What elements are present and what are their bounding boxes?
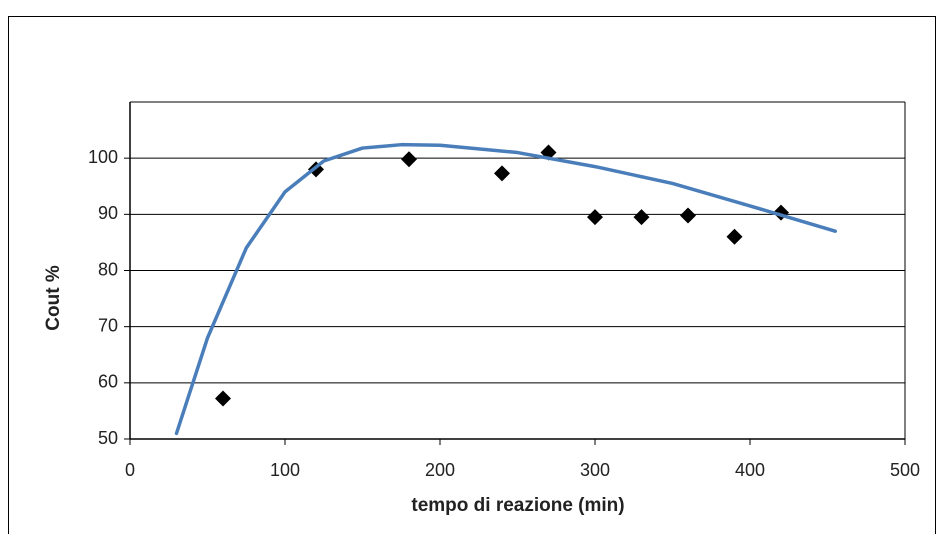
x-tick-label: 300 (580, 460, 610, 480)
y-tick-label: 80 (98, 259, 118, 279)
x-tick-label: 100 (270, 460, 300, 480)
chart-border (8, 16, 936, 534)
y-tick-label: 90 (98, 203, 118, 223)
y-axis-title: Cout % (43, 265, 64, 331)
data-point (587, 209, 603, 226)
data-point (494, 165, 510, 182)
x-axis-title: tempo di reazione (min) (411, 495, 624, 516)
y-tick-label: 60 (98, 372, 118, 392)
x-tick-label: 0 (125, 460, 135, 480)
data-point (633, 209, 650, 226)
data-point (215, 390, 231, 407)
y-tick-label: 100 (88, 147, 118, 167)
y-tick-label: 50 (98, 428, 118, 448)
data-point (726, 228, 743, 245)
data-point (401, 151, 417, 168)
y-tick-label: 70 (98, 315, 118, 335)
x-tick-label: 400 (735, 460, 765, 480)
x-tick-label: 200 (425, 460, 455, 480)
data-point (680, 207, 696, 224)
x-tick-label: 500 (890, 460, 920, 480)
trend-line (174, 142, 837, 436)
